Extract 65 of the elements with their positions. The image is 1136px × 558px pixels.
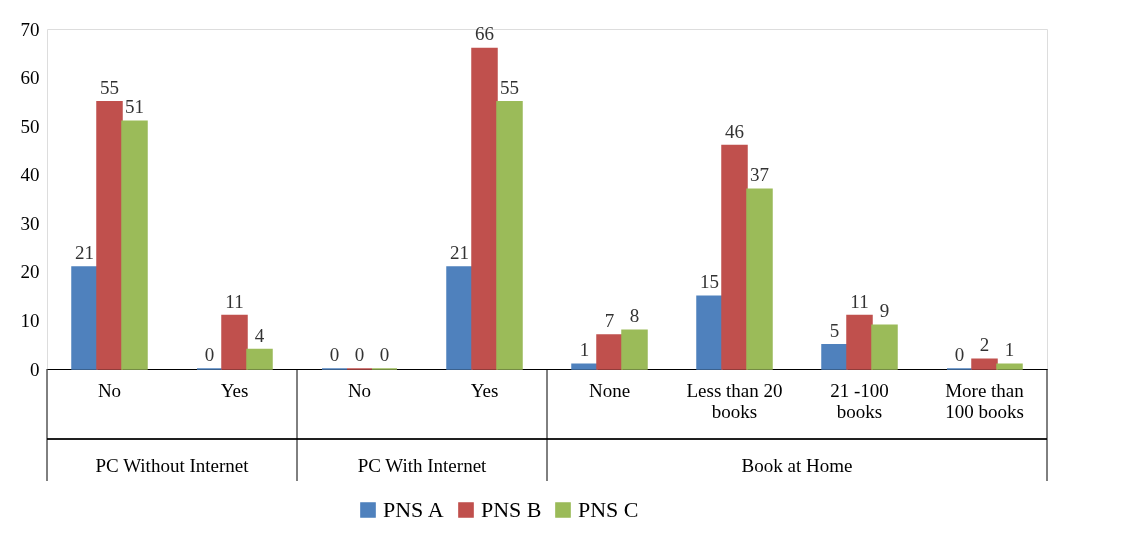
x-tick-label: No [97, 379, 122, 401]
y-tick-label: 30 [20, 212, 40, 234]
bar [96, 101, 123, 370]
x-tick-label: More than 100 books [945, 379, 1025, 422]
data-label: 1 [579, 339, 590, 361]
data-label: 0 [329, 344, 340, 365]
legend-label: PNS C [578, 497, 639, 522]
bar [571, 363, 598, 370]
bar [71, 266, 98, 370]
bar [846, 314, 873, 370]
data-label: 21 [75, 242, 94, 263]
bar [721, 144, 748, 370]
legend-label: PNS A [383, 497, 444, 522]
data-label: 7 [604, 310, 615, 331]
data-label: 46 [725, 120, 744, 142]
text: Book at Home [741, 455, 853, 476]
data-label: 51 [125, 96, 144, 118]
y-tick-label: 40 [20, 164, 40, 186]
x-tick-label: None [588, 379, 631, 401]
x-tick-label: No [347, 379, 372, 401]
bar [746, 188, 773, 370]
data-label: 37 [750, 164, 769, 186]
bar [596, 334, 623, 370]
bar [246, 348, 273, 370]
bar [696, 295, 723, 370]
y-tick-label: 0 [30, 358, 40, 380]
text: PC With Internet [357, 455, 488, 476]
data-label: 9 [879, 300, 890, 322]
data-label: 55 [100, 76, 119, 98]
y-tick-label: 20 [20, 261, 40, 283]
data-label: 11 [850, 290, 869, 312]
bar [446, 266, 473, 370]
data-label: 0 [954, 344, 965, 365]
bar [221, 314, 248, 370]
bar [821, 343, 848, 370]
data-label: 66 [475, 23, 494, 45]
data-label: 11 [225, 290, 244, 312]
bar [496, 101, 523, 370]
bar [121, 120, 148, 370]
data-label: 1 [1004, 339, 1015, 361]
legend-label: PNS B [481, 497, 542, 522]
data-label: 0 [204, 344, 215, 365]
data-label: 5 [829, 319, 840, 341]
x-tick-label: Less than 20 books [686, 379, 783, 422]
bar [971, 358, 998, 370]
data-label: 4 [254, 324, 265, 346]
y-tick-label: 10 [20, 309, 40, 331]
bar [621, 329, 648, 370]
data-label: 21 [450, 242, 469, 263]
y-tick-label: 70 [20, 18, 40, 40]
data-label: 0 [354, 344, 365, 365]
data-label: 55 [500, 76, 519, 98]
data-label: 0 [379, 344, 390, 365]
x-tick-label: 21 -100 books [830, 379, 889, 422]
y-tick-label: 60 [20, 67, 40, 89]
bar [471, 47, 498, 370]
x-tick-label: Yes [470, 379, 499, 401]
data-label: 2 [979, 334, 990, 356]
y-tick-label: 50 [20, 115, 40, 137]
text: PC Without Internet [95, 455, 250, 476]
bar [871, 324, 898, 370]
data-label: 8 [629, 305, 640, 327]
bar [996, 363, 1023, 370]
x-tick-label: Yes [220, 379, 249, 401]
data-label: 15 [700, 271, 719, 293]
